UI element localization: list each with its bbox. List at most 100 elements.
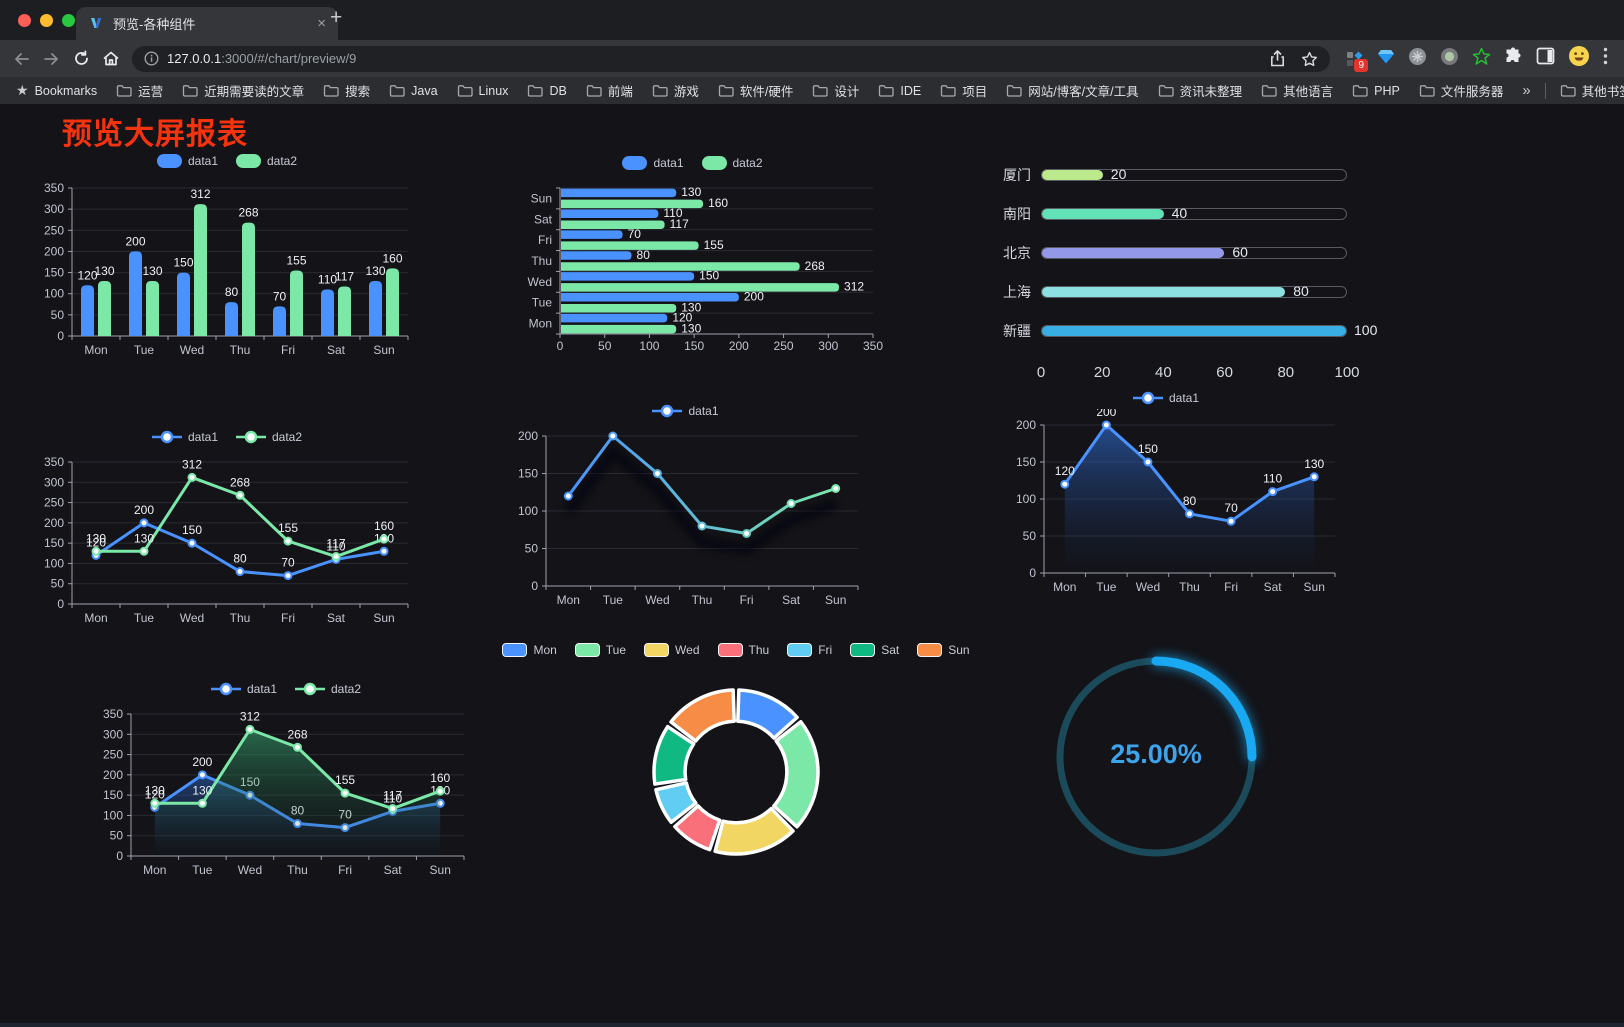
bookmark-folder[interactable]: IDE [878,84,921,98]
legend-item-data1[interactable]: data1 [210,682,277,696]
bookmark-folder[interactable]: Java [389,84,438,98]
svg-text:250: 250 [44,496,64,510]
legend-item-data1[interactable]: data1 [151,430,218,444]
legend-item-Tue[interactable]: Tue [574,643,626,657]
green-star-extension-icon[interactable] [1472,47,1491,71]
legend-item-Fri[interactable]: Fri [787,643,832,657]
svg-text:300: 300 [44,475,64,489]
pie-slice-Thu [673,804,722,852]
progress-x-axis: 0 20 40 60 80 100 [1036,364,1360,381]
dot-extension-icon[interactable] [1440,47,1459,71]
window-controls[interactable] [18,14,75,27]
address-bar[interactable]: 127.0.0.1:3000/#/chart/preview/9 [132,45,1330,72]
legend-item-Sat[interactable]: Sat [850,643,899,657]
home-button[interactable] [96,44,126,74]
legend-item-Sun[interactable]: Sun [917,643,970,657]
site-info-icon[interactable] [144,51,159,66]
share-icon[interactable] [1270,50,1285,67]
bookmark-folder[interactable]: 其他语言 [1261,81,1333,100]
pie-slice-Sun [669,688,736,743]
svg-text:300: 300 [818,339,838,353]
legend-item-data2[interactable]: data2 [236,154,297,168]
bookmark-folder[interactable]: 运营 [116,81,163,100]
svg-text:Sun: Sun [430,863,451,877]
chart-legend: data1 data2 [95,678,477,700]
svg-text:350: 350 [103,707,123,721]
progress-value: 20 [1110,165,1127,182]
progress-row-上海: 上海 80 [995,272,1347,311]
tab-manager-extension-icon[interactable]: 9 [1346,50,1368,72]
legend-item-data2[interactable]: data2 [236,430,302,444]
legend-item-data2[interactable]: data2 [701,156,763,170]
maximize-window-button[interactable] [62,14,75,27]
svg-text:Wed: Wed [180,343,204,357]
bookmark-folder[interactable]: 网站/博客/文章/工具 [1006,81,1139,100]
legend-item-Thu[interactable]: Thu [717,643,769,657]
bookmark-folder[interactable]: DB [527,84,567,98]
svg-text:312: 312 [182,457,202,471]
legend-marker [622,156,648,170]
bookmark-folder[interactable]: 文件服务器 [1419,81,1503,100]
other-bookmarks-folder[interactable]: 其他书签 [1560,81,1624,100]
bookmark-folder[interactable]: PHP [1352,84,1400,98]
forward-button[interactable] [36,44,66,74]
page-title: 预览大屏报表 [62,118,248,151]
legend-item-data1[interactable]: data1 [156,154,218,168]
svg-text:268: 268 [805,259,825,273]
legend-item-Wed[interactable]: Wed [644,643,700,657]
svg-text:150: 150 [173,256,193,270]
side-panel-icon[interactable] [1536,47,1555,70]
svg-text:155: 155 [286,253,306,267]
svg-text:Thu: Thu [531,254,552,268]
progress-track: 100 [1041,322,1377,338]
minimize-window-button[interactable] [40,14,53,27]
close-window-button[interactable] [18,14,31,27]
bookmarks-overflow-chevron[interactable]: » [1522,82,1531,99]
svg-text:110: 110 [318,272,337,286]
browser-tab[interactable]: 预览-各种组件 × [76,7,338,40]
svg-text:200: 200 [44,244,64,258]
bookmark-folder[interactable]: 前端 [586,81,633,100]
extensions-puzzle-icon[interactable] [1504,47,1523,71]
svg-text:160: 160 [382,251,402,265]
round-extension-icon[interactable] [1408,47,1427,71]
gem-extension-icon[interactable] [1377,47,1395,70]
bookmarks-manager-item[interactable]: ★ Bookmarks [16,82,97,99]
progress-label: 南阳 [1003,205,1031,222]
legend-item-data1[interactable]: data1 [1132,391,1199,405]
svg-text:100: 100 [103,808,123,822]
legend-item-Mon[interactable]: Mon [502,643,557,657]
bookmark-folder[interactable]: Linux [457,84,508,98]
new-tab-button[interactable]: + [330,6,343,29]
bookmark-folder[interactable]: 搜索 [323,81,370,100]
tab-close-button[interactable]: × [317,15,326,32]
bookmark-folder[interactable]: 近期需要读的文章 [182,81,304,100]
svg-text:Sat: Sat [327,611,346,625]
folder-icon [879,85,894,97]
bookmark-folder[interactable]: 设计 [812,81,859,100]
svg-text:160: 160 [374,519,394,533]
gauge-progress-arc [1151,656,1257,762]
svg-text:Fri: Fri [740,593,754,607]
folder-icon [813,85,828,97]
svg-text:80: 80 [233,552,247,566]
folder-icon [1353,85,1368,97]
profile-avatar[interactable] [1568,45,1590,72]
bookmark-folder[interactable]: 游戏 [652,81,699,100]
svg-text:150: 150 [182,523,202,537]
reload-button[interactable] [66,44,96,74]
back-button[interactable] [6,44,36,74]
bookmark-folder[interactable]: 项目 [940,81,987,100]
bar-Wed-data2 [561,283,840,292]
legend-item-data2[interactable]: data2 [295,682,361,696]
folder-icon [182,85,198,97]
bookmark-star-icon[interactable] [1301,51,1318,67]
bookmark-folder[interactable]: 软件/硬件 [718,81,793,100]
progress-fill [1042,325,1346,336]
legend-item-data1[interactable]: data1 [622,156,684,170]
browser-menu-kebab-icon[interactable] [1603,47,1608,70]
legend-item-data1[interactable]: data1 [652,404,719,418]
bookmark-folder[interactable]: 资讯未整理 [1158,81,1242,100]
svg-text:Thu: Thu [230,611,251,625]
